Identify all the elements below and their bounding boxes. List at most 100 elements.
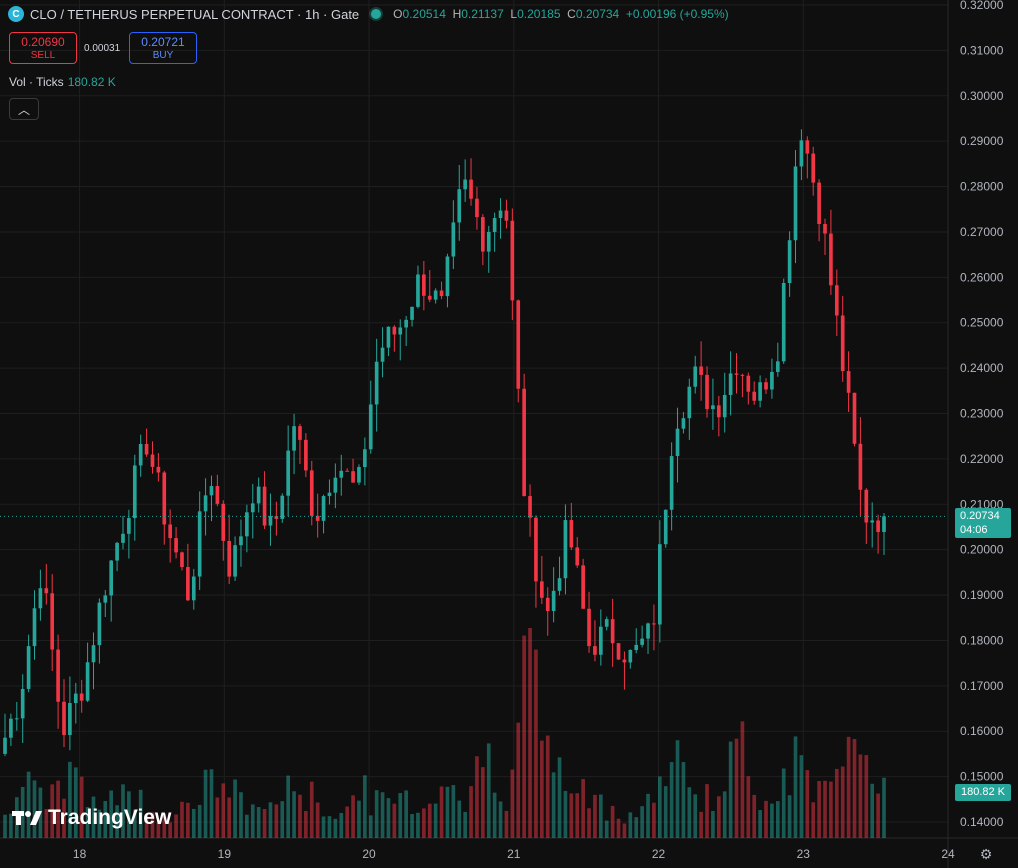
volume-bar bbox=[817, 780, 821, 838]
collapse-legend-button[interactable]: ︿ bbox=[9, 98, 39, 120]
y-axis-label: 0.27000 bbox=[960, 225, 1004, 239]
volume-bar bbox=[775, 801, 780, 838]
volume-bar bbox=[652, 802, 656, 838]
volume-bar bbox=[50, 784, 55, 838]
volume-bar bbox=[309, 781, 314, 838]
volume-bar bbox=[386, 798, 391, 838]
x-axis-label: 21 bbox=[507, 847, 521, 861]
candle-down bbox=[764, 382, 768, 390]
volume-bar bbox=[351, 795, 355, 838]
volume-bar bbox=[492, 792, 497, 838]
candle-up bbox=[286, 450, 290, 496]
volume-label: Vol · Ticks bbox=[9, 75, 64, 89]
volume-bar bbox=[345, 806, 349, 838]
volume-bar bbox=[162, 813, 167, 838]
candle-down bbox=[740, 374, 745, 376]
candle-down bbox=[752, 391, 757, 401]
volume-bar bbox=[44, 809, 49, 838]
last-volume-tag: 180.82 K bbox=[955, 784, 1011, 801]
candle-up bbox=[73, 693, 78, 704]
candle-down bbox=[540, 581, 544, 598]
candle-down bbox=[581, 565, 585, 609]
candle-up bbox=[91, 645, 96, 663]
x-axis-label: 22 bbox=[652, 847, 666, 861]
volume-bar bbox=[262, 808, 267, 838]
candle-down bbox=[309, 470, 314, 516]
y-axis-label: 0.15000 bbox=[960, 770, 1004, 784]
volume-bar bbox=[587, 808, 591, 838]
y-axis-label: 0.22000 bbox=[960, 452, 1004, 466]
volume-bar bbox=[280, 801, 285, 838]
buy-button[interactable]: 0.20721 BUY bbox=[129, 32, 197, 64]
symbol-title[interactable]: CLO / TETHERUS PERPETUAL CONTRACT · 1h ·… bbox=[30, 6, 360, 22]
volume-bar bbox=[410, 813, 414, 838]
volume-bar bbox=[315, 802, 320, 838]
volume-bar bbox=[663, 786, 668, 838]
candle-up bbox=[209, 486, 214, 496]
candle-up bbox=[640, 638, 644, 645]
candle-up bbox=[127, 518, 131, 534]
candle-down bbox=[56, 649, 60, 702]
volume-bar bbox=[557, 757, 562, 838]
candle-up bbox=[115, 542, 119, 561]
candle-down bbox=[215, 486, 220, 504]
volume-bar bbox=[374, 790, 379, 838]
volume-bar bbox=[3, 814, 7, 838]
volume-legend[interactable]: Vol · Ticks 180.82 K bbox=[9, 75, 116, 89]
volume-bar bbox=[693, 794, 698, 838]
candle-up bbox=[634, 644, 639, 650]
candle-down bbox=[186, 567, 190, 601]
candle-up bbox=[486, 231, 491, 252]
last-price: 0.20734 bbox=[960, 510, 1000, 522]
candle-up bbox=[722, 394, 727, 418]
candle-down bbox=[545, 597, 550, 612]
volume-bar bbox=[687, 787, 692, 838]
candle-up bbox=[463, 179, 467, 190]
candle-down bbox=[652, 623, 656, 625]
sell-button[interactable]: 0.20690 SELL bbox=[9, 32, 77, 64]
candle-up bbox=[445, 256, 450, 297]
volume-bar bbox=[286, 775, 290, 838]
volume-bar bbox=[9, 813, 13, 838]
volume-bar bbox=[221, 783, 226, 838]
candle-up bbox=[758, 382, 762, 401]
candle-down bbox=[852, 392, 857, 444]
volume-bar bbox=[132, 809, 137, 838]
candle-down bbox=[180, 552, 184, 568]
volume-bar bbox=[528, 628, 532, 838]
volume-bar bbox=[245, 814, 249, 838]
gear-icon[interactable]: ⚙ bbox=[979, 846, 993, 862]
volume-bar bbox=[858, 754, 863, 838]
candle-up bbox=[250, 503, 255, 513]
volume-bar bbox=[882, 777, 886, 838]
candle-up bbox=[498, 210, 503, 219]
candle-up bbox=[781, 282, 786, 362]
volume-bar bbox=[599, 794, 603, 838]
volume-bar bbox=[363, 775, 367, 838]
volume-bar bbox=[510, 769, 515, 838]
tradingview-logo[interactable]: TradingView bbox=[12, 806, 171, 830]
volume-bar bbox=[73, 767, 78, 838]
y-axis-label: 0.14000 bbox=[960, 815, 1004, 829]
candle-up bbox=[245, 512, 249, 537]
candle-down bbox=[716, 405, 721, 418]
candle-down bbox=[162, 472, 167, 525]
volume-bar bbox=[239, 792, 243, 838]
volume-bar bbox=[197, 804, 202, 838]
volume-bar bbox=[569, 793, 574, 838]
candle-up bbox=[681, 418, 686, 429]
volume-bar bbox=[68, 761, 72, 838]
volume-bar bbox=[616, 818, 621, 838]
sell-price: 0.20690 bbox=[21, 35, 65, 49]
last-price-tag: 0.20734 04:06 bbox=[955, 508, 1011, 538]
candle-up bbox=[203, 495, 208, 512]
volume-bar bbox=[32, 780, 37, 838]
candle-down bbox=[174, 538, 178, 553]
candle-up bbox=[363, 449, 367, 468]
candle-down bbox=[622, 659, 627, 663]
candle-down bbox=[876, 520, 880, 532]
candle-up bbox=[97, 602, 102, 646]
candle-up bbox=[103, 595, 108, 603]
candle-up bbox=[132, 465, 137, 519]
